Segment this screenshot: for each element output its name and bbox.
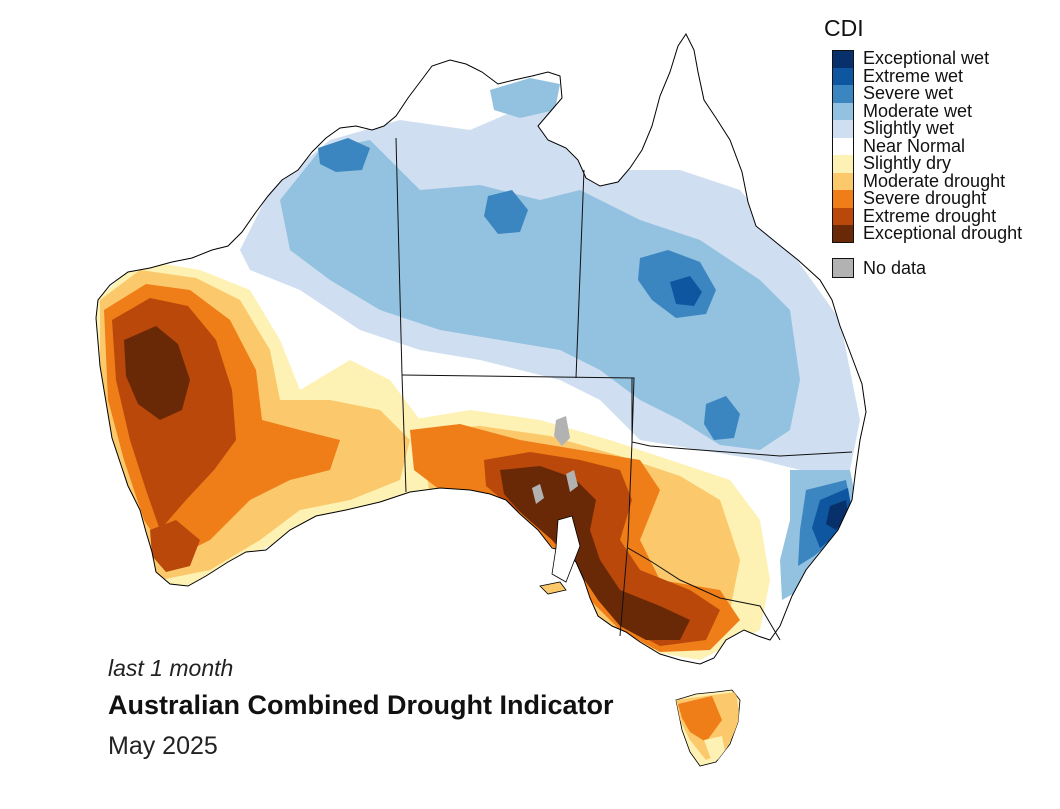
kangaroo-island	[539, 581, 567, 595]
legend-swatch	[832, 137, 854, 155]
exceptional-drought-sa	[500, 466, 690, 640]
caption-date: May 2025	[108, 732, 218, 760]
legend-swatch	[832, 190, 854, 208]
legend-label: Slightly wet	[863, 118, 955, 138]
legend: CDI Exceptional wet Extreme wet Severe wet…	[824, 14, 1054, 278]
legend-swatch	[832, 85, 854, 103]
caption-period: last 1 month	[108, 655, 234, 681]
legend-label: Extreme wet	[863, 65, 964, 86]
legend-item: Slightly dry	[832, 153, 1052, 173]
legend-item: Moderate wet	[832, 100, 1052, 121]
exceptional-drought-wa	[124, 326, 190, 420]
state-borders	[395, 137, 853, 641]
legend-item: Moderate drought	[832, 170, 1052, 191]
no-data-label: No data	[863, 258, 927, 278]
extreme-drought-wa-south	[150, 520, 200, 572]
legend-item: Extreme wet	[832, 65, 1052, 86]
legend-label: Near Normal	[863, 135, 966, 156]
legend-label: Moderate drought	[863, 170, 1006, 191]
legend-label: Slightly dry	[863, 153, 952, 173]
legend-label: Exceptional wet	[863, 48, 990, 68]
caption-title: Australian Combined Drought Indicator	[108, 690, 614, 720]
legend-item: Extreme drought	[832, 205, 1052, 226]
legend-label: Severe drought	[863, 188, 987, 208]
legend-label: Moderate wet	[863, 100, 973, 121]
legend-swatch	[832, 225, 854, 243]
legend-label: Severe wet	[863, 83, 954, 103]
legend-swatch	[832, 207, 854, 225]
legend-item: Severe drought	[832, 188, 1052, 208]
severe-wet-nt	[484, 190, 528, 234]
severe-wet-kimberley	[318, 138, 370, 172]
no-data-swatch	[832, 258, 854, 278]
severe-wet-swqld	[704, 396, 740, 440]
legend-item: Severe wet	[832, 83, 1052, 103]
legend-swatch	[832, 102, 854, 120]
legend-label: Extreme drought	[863, 205, 997, 226]
tasmania	[675, 689, 741, 767]
legend-title: CDI	[824, 15, 864, 41]
legend-swatch	[832, 172, 854, 190]
legend-item: Exceptional drought	[832, 223, 1052, 243]
moderate-wet-north	[490, 78, 560, 118]
legend-no-data: No data	[832, 258, 1032, 280]
legend-item: Slightly wet	[832, 118, 1052, 138]
legend-swatch	[832, 155, 854, 173]
legend-swatch	[832, 120, 854, 138]
moderate-wet-zone	[280, 140, 800, 450]
extreme-wet-qld	[670, 276, 702, 306]
legend-swatch	[832, 50, 854, 68]
spencer-gulf	[551, 515, 581, 583]
no-data-patches	[532, 416, 578, 504]
legend-item: Exceptional wet	[832, 48, 1052, 68]
cdi-fields	[96, 78, 860, 660]
legend-swatch	[832, 67, 854, 85]
exceptional-wet-coast	[826, 500, 848, 530]
legend-label: Exceptional drought	[863, 223, 1023, 243]
